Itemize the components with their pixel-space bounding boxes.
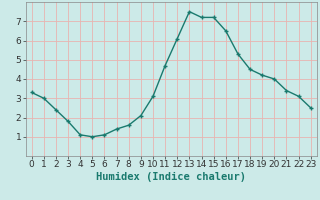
X-axis label: Humidex (Indice chaleur): Humidex (Indice chaleur) [96, 172, 246, 182]
